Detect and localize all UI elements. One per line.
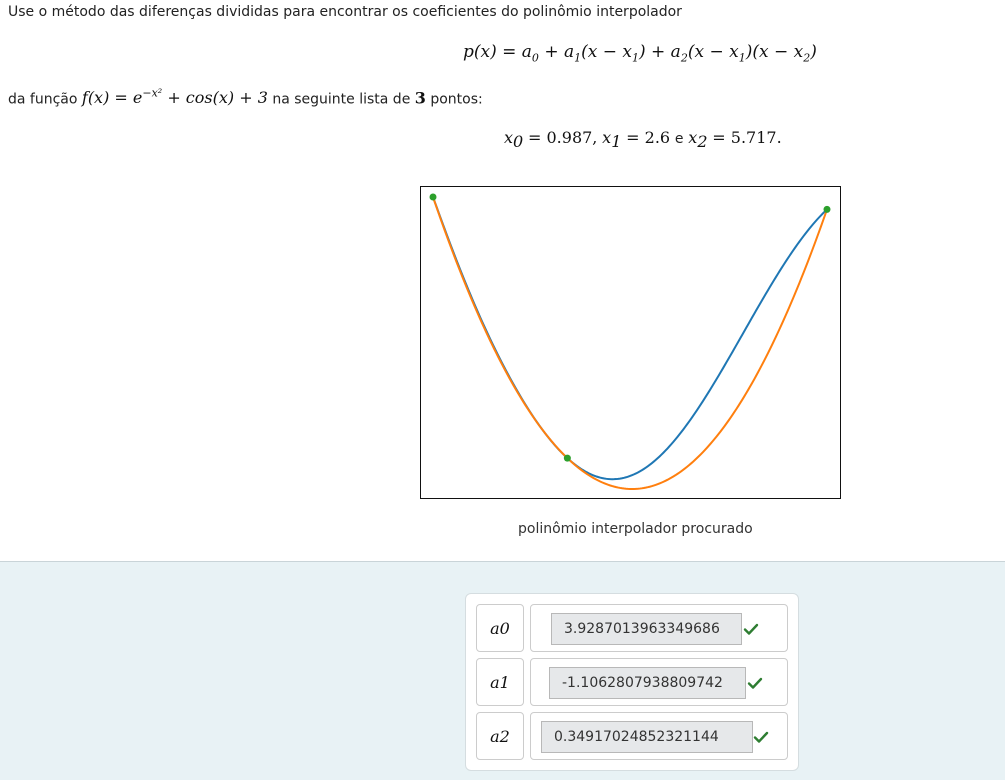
coef-sub: 2 xyxy=(499,726,510,746)
formula-part: ) xyxy=(810,42,817,62)
coef-row-a0 xyxy=(530,604,788,652)
x2-value: = 5.717. xyxy=(712,128,782,147)
answer-section: a0 a1 a2 xyxy=(0,561,1005,780)
function-statement: da função f(x) = e−x² + cos(x) + 3 na se… xyxy=(8,87,483,107)
plot-caption: polinômio interpolador procurado xyxy=(518,521,753,537)
x1-sub: 1 xyxy=(611,132,622,151)
and-word: e xyxy=(674,131,684,147)
coef-input-a2[interactable] xyxy=(541,721,753,753)
function-expr-a: f(x) = e xyxy=(81,88,143,108)
coef-letter: a xyxy=(490,726,500,746)
coef-letter: a xyxy=(490,618,500,638)
check-icon xyxy=(753,731,769,743)
coef-input-a0[interactable] xyxy=(551,613,742,645)
node-point-2 xyxy=(823,205,831,213)
formula-part: (x − x xyxy=(687,42,739,62)
x0-label: x xyxy=(504,128,514,147)
formula-sub: 1 xyxy=(738,51,746,65)
formula-part: ) xyxy=(638,42,646,62)
polynomial-curve xyxy=(432,196,828,491)
check-icon xyxy=(747,677,763,689)
num-points: 3 xyxy=(414,88,426,108)
formula-sub: 2 xyxy=(680,51,688,65)
coef-input-a1[interactable] xyxy=(549,667,746,699)
formula-sub: 1 xyxy=(574,51,582,65)
formula-sub: 1 xyxy=(631,51,639,65)
formula-sub: 2 xyxy=(803,51,811,65)
coef-sub: 1 xyxy=(499,672,510,692)
coef-row-a2 xyxy=(530,712,788,760)
formula-sub: 0 xyxy=(531,51,539,65)
x1-label: x xyxy=(602,128,612,147)
plot-canvas xyxy=(429,193,831,491)
coef-sub: 0 xyxy=(499,618,510,638)
answer-card: a0 a1 a2 xyxy=(465,593,799,771)
node-point-1 xyxy=(563,454,571,462)
coef-row-a1 xyxy=(530,658,788,706)
formula-part: (x − x xyxy=(581,42,632,62)
x1-value: = 2.6 xyxy=(626,128,671,147)
formula-part: + a xyxy=(544,42,575,62)
formula-part: + a xyxy=(651,42,681,62)
points-list: x0 = 0.987, x1 = 2.6 e x2 = 5.717. xyxy=(504,128,782,151)
problem-intro: Use o método das diferenças divididas pa… xyxy=(8,4,682,20)
x0-sub: 0 xyxy=(513,132,524,151)
coef-letter: a xyxy=(490,672,500,692)
function-curve xyxy=(432,196,828,481)
interpolation-plot xyxy=(420,186,841,499)
function-suffix: pontos: xyxy=(430,91,483,108)
function-mid: na seguinte lista de xyxy=(272,91,411,108)
formula-part: )(x − x xyxy=(745,42,804,62)
function-expr-b: + cos(x) + 3 xyxy=(167,88,268,108)
function-expression: f(x) = e−x² + cos(x) + 3 xyxy=(81,87,268,108)
node-point-0 xyxy=(429,193,437,201)
formula-part: p(x) = a xyxy=(463,42,532,62)
x0-value: = 0.987, xyxy=(528,128,598,147)
function-prefix: da função xyxy=(8,91,78,108)
x2-sub: 2 xyxy=(697,132,708,151)
check-icon xyxy=(743,623,759,635)
x2-label: x xyxy=(688,128,698,147)
polynomial-formula: p(x) = a0 + a1(x − x1) + a2(x − x1)(x − … xyxy=(463,42,817,64)
function-exponent: −x² xyxy=(142,87,163,100)
